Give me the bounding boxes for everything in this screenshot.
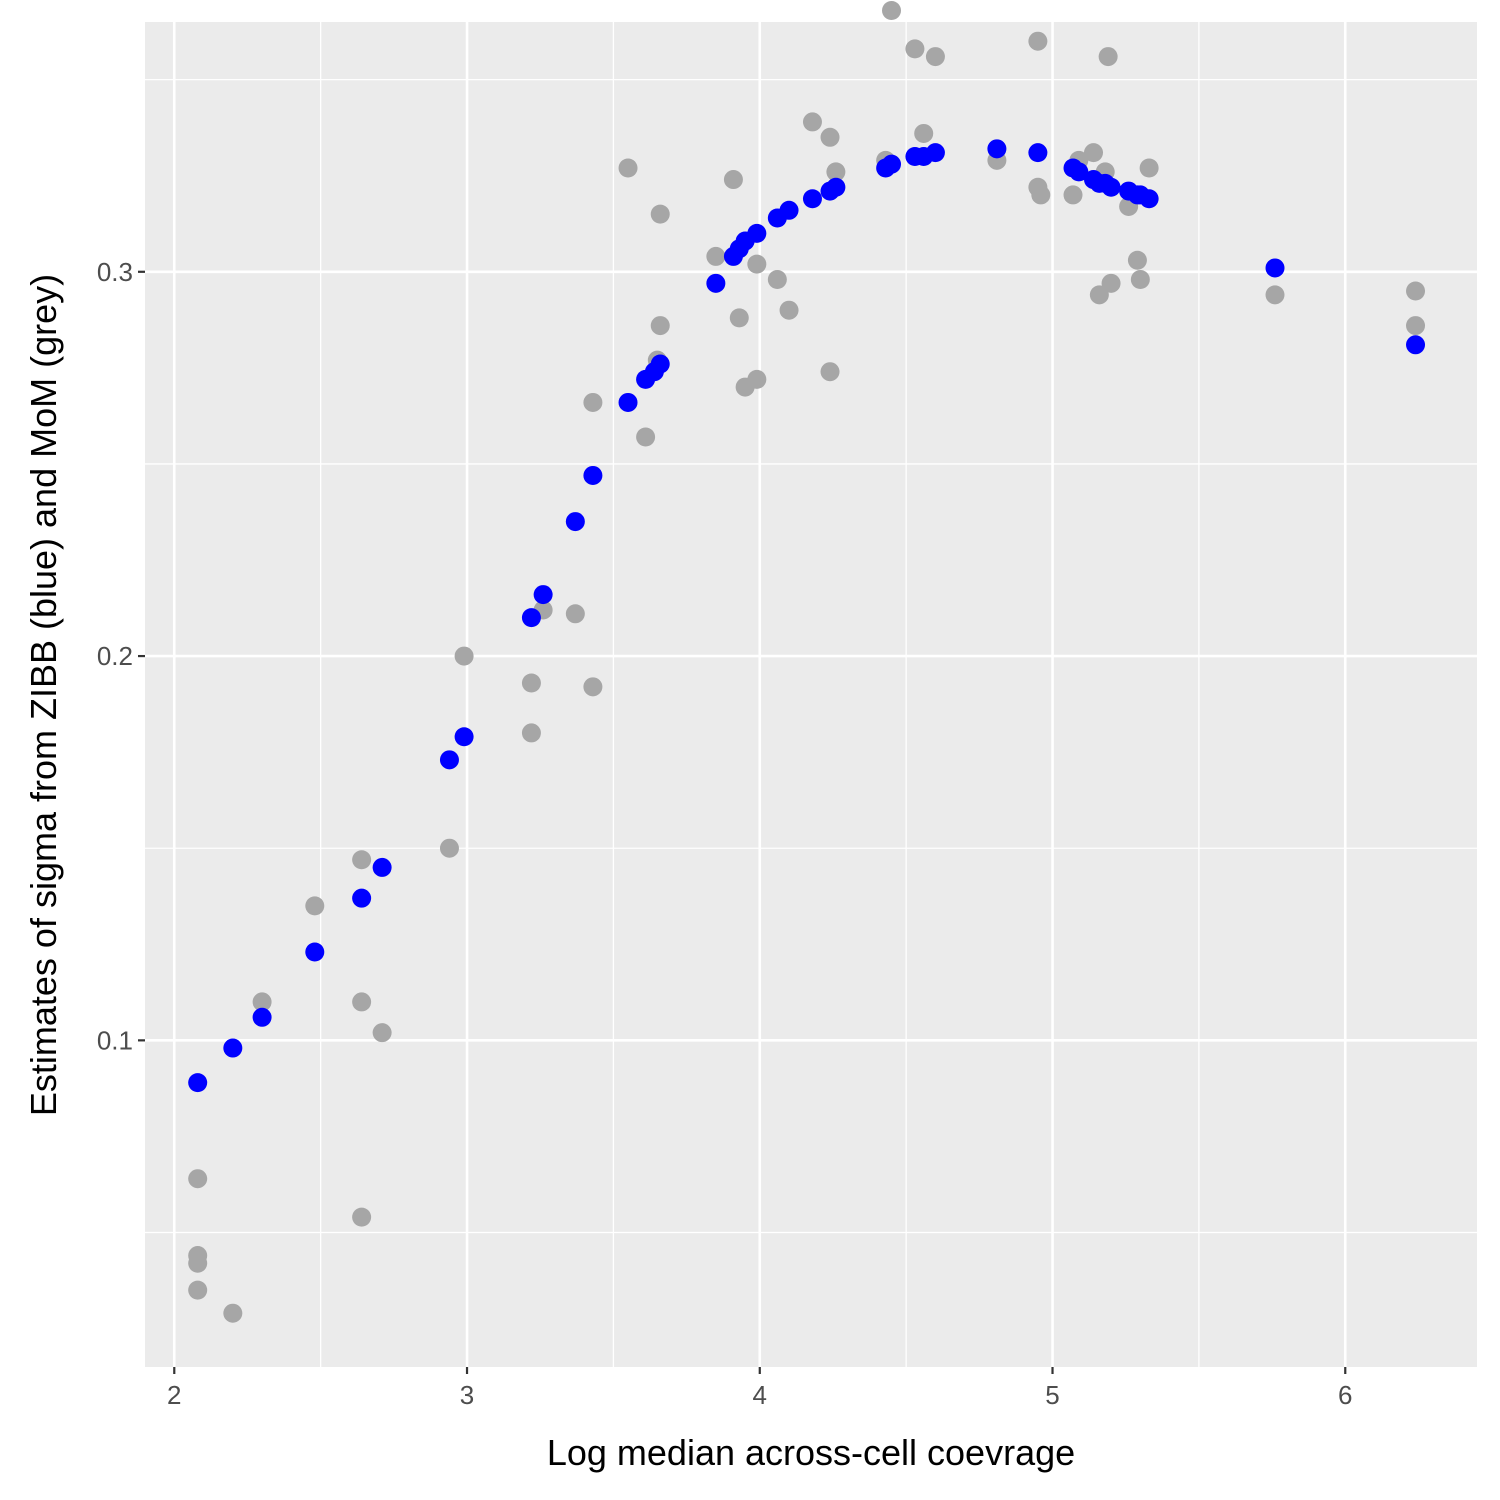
zibb-point (521, 608, 541, 628)
zibb-point (1406, 335, 1426, 355)
zibb-point (747, 223, 767, 243)
zibb-point (1265, 258, 1285, 278)
mom-point (802, 112, 822, 132)
zibb-point (372, 857, 392, 877)
grid-major-lines (145, 22, 1477, 1367)
mom-point (826, 162, 846, 182)
zibb-point (252, 1007, 272, 1027)
zibb-point (802, 189, 822, 209)
x-tick-label: 2 (167, 1380, 181, 1410)
mom-point (747, 369, 767, 389)
mom-point (636, 427, 656, 447)
mom-point (1127, 250, 1147, 270)
zibb-point (706, 273, 726, 293)
mom-point (1265, 285, 1285, 305)
zibb-point (1139, 189, 1159, 209)
mom-point (1084, 143, 1104, 163)
mom-point (767, 269, 787, 289)
zibb-point (223, 1038, 243, 1058)
mom-point (454, 646, 474, 666)
mom-point (820, 362, 840, 382)
mom-point (521, 723, 541, 743)
zibb-point (1028, 143, 1048, 163)
mom-point (914, 123, 934, 143)
x-tick-label: 4 (753, 1380, 767, 1410)
zibb-point (188, 1073, 208, 1093)
zibb-point (650, 354, 670, 374)
mom-point (1139, 158, 1159, 178)
mom-point (1130, 269, 1150, 289)
zibb-point (565, 512, 585, 532)
mom-point (650, 316, 670, 336)
zibb-point (826, 177, 846, 197)
zibb-point (779, 200, 799, 220)
data-points (188, 0, 1426, 1323)
mom-point (252, 992, 272, 1012)
mom-point (925, 47, 945, 67)
zibb-point (454, 727, 474, 747)
mom-point (723, 170, 743, 190)
mom-point (905, 39, 925, 59)
mom-point (372, 1023, 392, 1043)
mom-point (1028, 31, 1048, 51)
mom-point (706, 246, 726, 266)
mom-point (583, 677, 603, 697)
mom-point (223, 1303, 243, 1323)
mom-point (1063, 185, 1083, 205)
mom-point (820, 127, 840, 147)
zibb-point (305, 942, 325, 962)
mom-point (521, 673, 541, 693)
y-axis: 0.1 0.2 0.3 (97, 257, 145, 1055)
mom-point (882, 0, 902, 20)
zibb-point (533, 585, 553, 605)
zibb-point (583, 465, 603, 485)
mom-point (188, 1280, 208, 1300)
x-tick-label: 5 (1045, 1380, 1059, 1410)
mom-point (650, 204, 670, 224)
mom-point (439, 838, 459, 858)
mom-point (1101, 273, 1121, 293)
mom-point (747, 254, 767, 274)
zibb-point (882, 154, 902, 174)
x-tick-label: 3 (460, 1380, 474, 1410)
zibb-point (987, 139, 1007, 159)
mom-point (1089, 285, 1109, 305)
x-axis-title: Log median across-cell coevrage (547, 1432, 1075, 1473)
x-tick-label: 6 (1338, 1380, 1352, 1410)
y-tick-label: 0.2 (97, 641, 133, 671)
mom-point (1406, 281, 1426, 301)
mom-point (188, 1169, 208, 1189)
y-tick-label: 0.1 (97, 1025, 133, 1055)
mom-point (305, 896, 325, 916)
mom-point (352, 992, 372, 1012)
mom-point (188, 1253, 208, 1273)
mom-point (565, 604, 585, 624)
zibb-point (618, 392, 638, 412)
mom-point (779, 300, 799, 320)
mom-point (1098, 47, 1118, 67)
zibb-point (1101, 177, 1121, 197)
mom-point (352, 850, 372, 870)
mom-point (618, 158, 638, 178)
mom-point (729, 308, 749, 328)
mom-point (583, 392, 603, 412)
panel-background (145, 22, 1477, 1367)
mom-point (352, 1207, 372, 1227)
y-axis-title: Estimates of sigma from ZIBB (blue) and … (23, 274, 64, 1116)
zibb-point (925, 143, 945, 163)
grid-minor-lines (145, 22, 1477, 1367)
zibb-point (1069, 162, 1089, 182)
zibb-point (352, 888, 372, 908)
zibb-point (439, 750, 459, 770)
x-axis: 2 3 4 5 6 (167, 1367, 1352, 1410)
y-tick-label: 0.3 (97, 257, 133, 287)
mom-point (1406, 316, 1426, 336)
mom-point (1031, 185, 1051, 205)
